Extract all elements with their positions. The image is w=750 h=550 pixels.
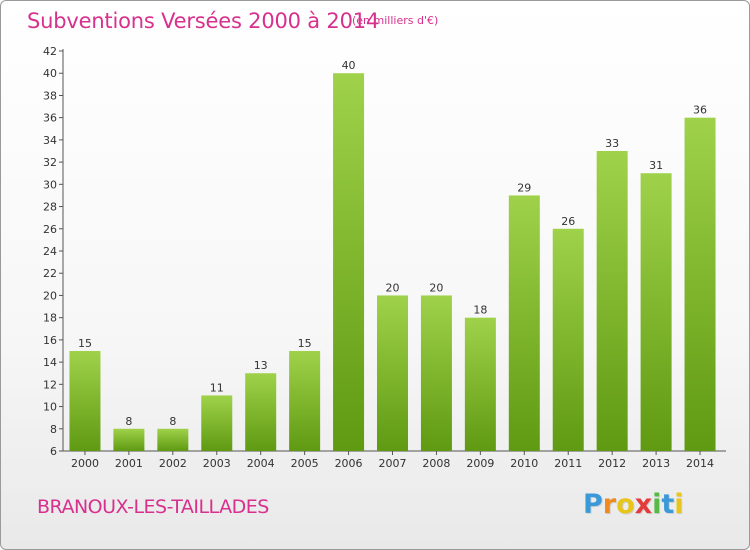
bar-value-label: 13 [254,359,268,372]
y-tick-label: 36 [43,112,57,125]
y-tick-label: 16 [43,334,57,347]
bar [464,317,496,451]
bar [245,373,277,451]
x-tick-label: 2005 [291,457,319,470]
y-tick-label: 24 [43,245,57,258]
bar [289,351,321,451]
bar-value-label: 18 [473,304,487,317]
proxiti-logo: Proxiti [583,489,684,520]
logo-letter: x [634,489,653,520]
y-tick-label: 30 [43,178,57,191]
x-tick-label: 2007 [379,457,407,470]
x-tick-label: 2004 [247,457,275,470]
bar-value-label: 11 [210,381,224,394]
y-tick-label: 34 [43,134,57,147]
bar-value-label: 36 [693,104,707,117]
x-tick-label: 2009 [466,457,494,470]
chart-title: Subventions Versées 2000 à 2014 [27,9,380,33]
bar-value-label: 31 [649,159,663,172]
x-tick-label: 2013 [642,457,670,470]
bar [69,351,101,451]
y-tick-label: 18 [43,312,57,325]
y-tick-label: 26 [43,223,57,236]
bar [552,228,584,451]
bar [420,295,452,451]
logo-letter: o [616,489,635,520]
x-tick-label: 2011 [554,457,582,470]
bar-value-label: 15 [298,337,312,350]
chart-subtitle: (en milliers d'€) [352,14,439,27]
y-tick-label: 8 [50,423,57,436]
x-tick-label: 2002 [159,457,187,470]
logo-letter: t [661,489,675,520]
logo-letter: i [674,489,684,520]
y-tick-label: 6 [50,445,57,458]
bar [201,395,233,451]
commune-name: BRANOUX-LES-TAILLADES [37,496,269,518]
y-tick-label: 12 [43,378,57,391]
bar [157,428,189,451]
bar [596,151,628,451]
bar-value-label: 8 [125,415,132,428]
logo-letter: P [583,489,603,520]
bar [113,428,145,451]
bar-value-label: 20 [386,281,400,294]
x-tick-label: 2001 [115,457,143,470]
x-tick-label: 2000 [71,457,99,470]
y-tick-label: 14 [43,356,57,369]
bar-value-label: 26 [561,215,575,228]
bar [377,295,408,451]
bar [640,173,672,451]
x-tick-label: 2010 [510,457,538,470]
y-tick-label: 28 [43,201,57,214]
x-tick-label: 2008 [422,457,450,470]
y-tick-label: 32 [43,156,57,169]
bar-value-label: 20 [429,281,443,294]
x-tick-label: 2014 [686,457,714,470]
x-tick-label: 2012 [598,457,626,470]
x-tick-label: 2003 [203,457,231,470]
y-tick-label: 38 [43,89,57,102]
bar-value-label: 33 [605,137,619,150]
y-tick-label: 22 [43,267,57,280]
y-tick-label: 20 [43,289,57,302]
bar [508,195,540,451]
x-tick-label: 2006 [335,457,363,470]
bar-value-label: 40 [342,59,356,72]
logo-letter: r [602,489,617,520]
bar [684,117,716,452]
logo-letter: i [652,489,662,520]
y-tick-label: 40 [43,67,57,80]
bar-value-label: 29 [517,181,531,194]
bar-value-label: 8 [169,415,176,428]
y-tick-label: 42 [43,45,57,58]
bar [333,73,365,451]
y-tick-label: 10 [43,401,57,414]
bar-value-label: 15 [78,337,92,350]
